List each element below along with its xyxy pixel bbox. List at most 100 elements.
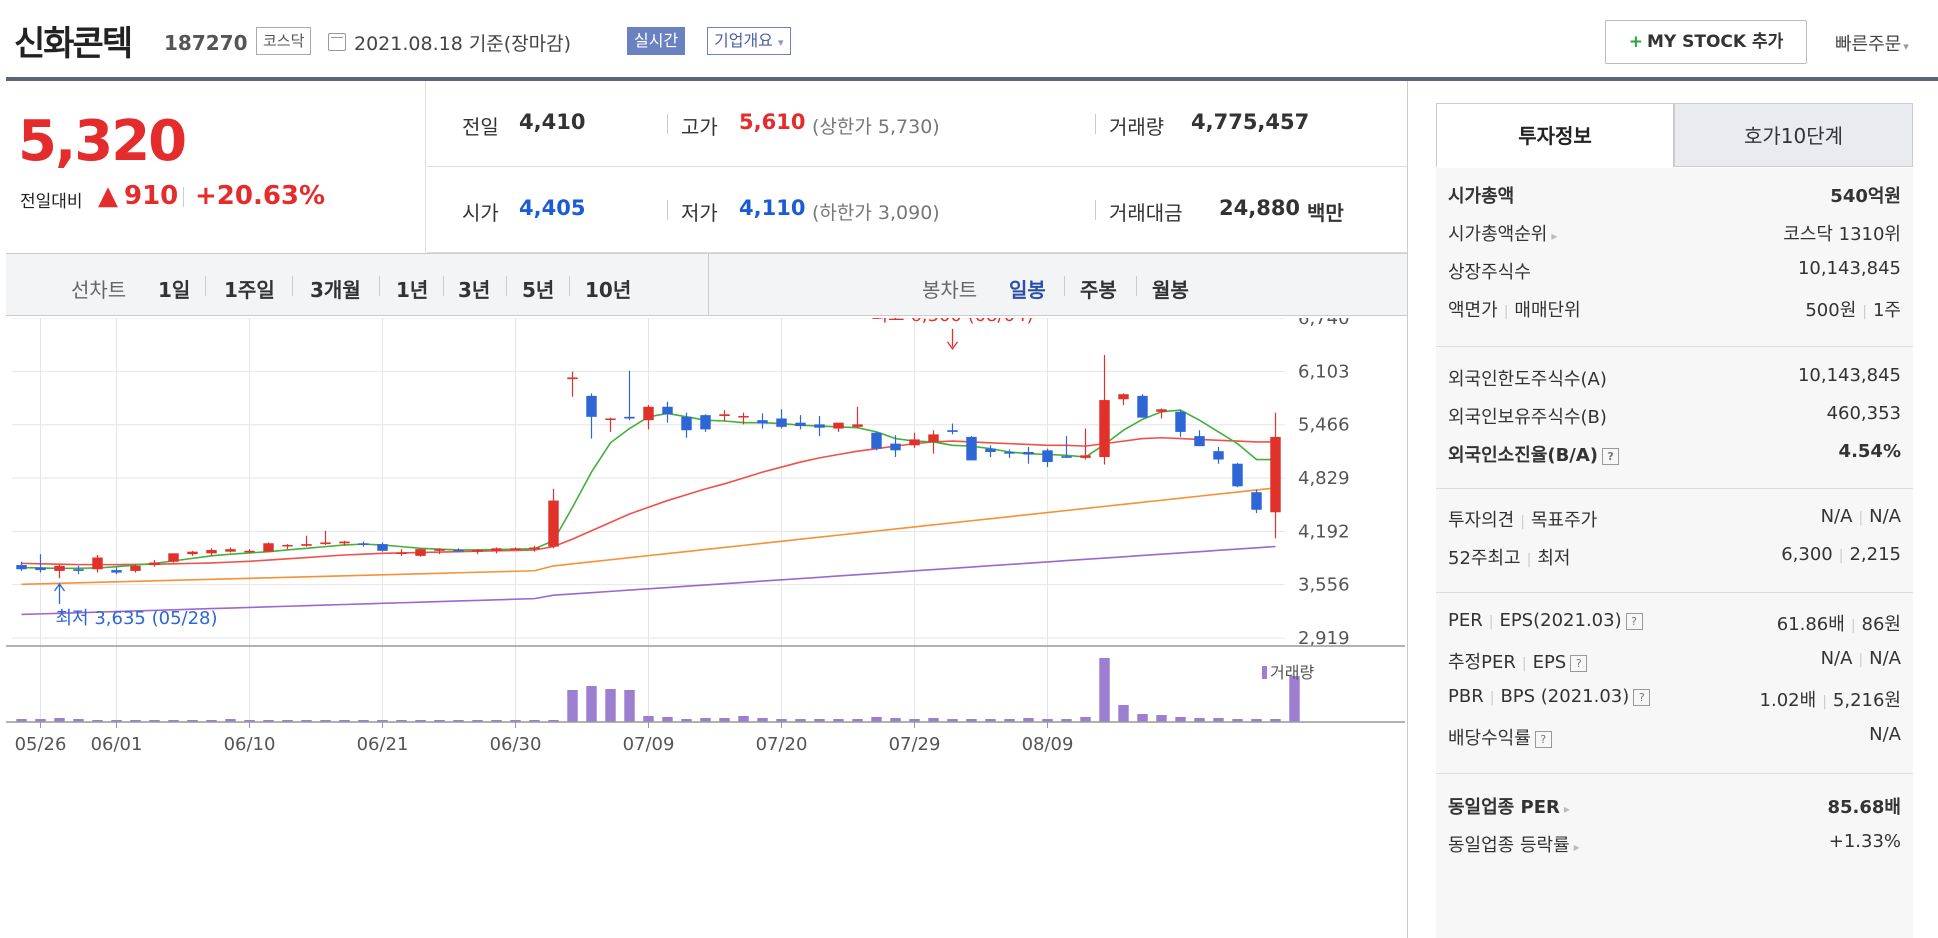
- divider: [292, 276, 293, 296]
- help-icon[interactable]: ?: [1625, 612, 1643, 630]
- header-divider: [6, 77, 1938, 81]
- help-icon[interactable]: ?: [1534, 730, 1552, 748]
- candle-body: [719, 414, 730, 416]
- est-per-label: 추정PER | EPS?: [1448, 648, 1588, 674]
- candle-body: [1194, 436, 1205, 447]
- period-1w[interactable]: 1주일: [224, 278, 275, 302]
- candle-body: [92, 557, 103, 570]
- chart-axes: 6,740 6,103 5,466 4,829 4,192 3,556 2,919 05/26…: [6, 318, 1405, 755]
- foreign-holding-label: 외국인보유주식수(B): [1448, 407, 1607, 428]
- volume-bars: [16, 658, 1300, 722]
- up-triangle-icon: ▲: [98, 181, 118, 211]
- candle-chart-label: 봉차트: [922, 278, 978, 302]
- volume-bar: [1232, 719, 1243, 722]
- trade-unit-num: 1주: [1872, 300, 1901, 321]
- volume-bar: [700, 718, 711, 722]
- candle-body: [1251, 492, 1262, 510]
- divider: |: [1521, 656, 1527, 672]
- divider: [1095, 200, 1096, 220]
- tab-hoga[interactable]: 호가10단계: [1674, 103, 1913, 167]
- help-icon[interactable]: ?: [1570, 654, 1588, 672]
- volume-bar: [662, 717, 673, 722]
- sector-per-value: 85.68배: [1827, 797, 1902, 818]
- candle-body: [130, 565, 141, 571]
- candle-body: [605, 418, 616, 420]
- volume-bar: [282, 720, 293, 722]
- period-5y[interactable]: 5년: [522, 278, 555, 302]
- divider: |: [1850, 618, 1856, 634]
- candle-daily[interactable]: 일봉: [1009, 278, 1046, 302]
- lower-limit: (하한가 3,090): [812, 202, 940, 224]
- face-value-num: 500원: [1805, 300, 1857, 321]
- row-market-cap: 시가총액 540억원: [1448, 182, 1901, 214]
- divider: |: [1862, 304, 1867, 320]
- price-box: 5,320 전일대비 ▲ 910 +20.63%: [6, 81, 426, 253]
- dividend-text: 배당수익률: [1448, 728, 1531, 749]
- candle-body: [1175, 411, 1186, 432]
- candles: [16, 354, 1281, 579]
- row-sector-change[interactable]: 동일업종 등락률 ▸ +1.33%: [1448, 831, 1901, 863]
- row-market-cap-rank[interactable]: 시가총액순위 ▸ 코스닥 1310위: [1448, 220, 1901, 252]
- volume-bar: [377, 720, 388, 722]
- candle-body: [1099, 400, 1110, 458]
- candle-body: [757, 420, 768, 424]
- volume-bar: [396, 720, 407, 722]
- volume-bar: [339, 720, 350, 722]
- face-value-label: 액면가 | 매매단위: [1448, 296, 1581, 322]
- min-arrow-head: [53, 582, 66, 592]
- volume-bar: [966, 719, 977, 722]
- candle-body: [738, 415, 749, 418]
- x-tick-label: 07/09: [623, 734, 675, 755]
- y-tick-label: 6,740: [1298, 318, 1350, 329]
- volume-bar: [434, 720, 445, 722]
- change-label: 전일대비: [20, 192, 83, 212]
- chevron-right-icon: ▸: [1573, 840, 1580, 854]
- tab-invest-info[interactable]: 투자정보: [1436, 103, 1674, 167]
- divider: [205, 276, 206, 296]
- period-1y[interactable]: 1년: [396, 278, 429, 302]
- 52w-high-num: 6,300: [1781, 544, 1833, 565]
- candle-weekly[interactable]: 주봉: [1080, 278, 1117, 302]
- x-tick-label: 07/29: [889, 734, 941, 755]
- high-value: 5,610: [739, 110, 806, 134]
- candle-body: [149, 562, 160, 566]
- bps-text: BPS (2021.03): [1500, 686, 1630, 707]
- candle-body: [1080, 455, 1091, 458]
- sector-per-label: 동일업종 PER ▸: [1448, 793, 1570, 819]
- eps-text: EPS(2021.03): [1499, 610, 1622, 631]
- volume-bar: [1156, 715, 1167, 722]
- add-mystock-button[interactable]: + MY STOCK 추가: [1605, 20, 1807, 64]
- x-tick-label: 06/10: [224, 734, 276, 755]
- chevron-down-icon: ▾: [1903, 40, 1909, 53]
- volume-bar: [491, 720, 502, 722]
- opinion-value: N/A | N/A: [1821, 506, 1901, 527]
- stock-header: 신화콘텍 187270 코스닥 2021.08.18 기준(장마감) 실시간 기…: [0, 0, 1938, 81]
- chevron-down-icon: ▾: [777, 36, 784, 49]
- volume-bar: [320, 720, 331, 722]
- realtime-button[interactable]: 실시간: [627, 27, 686, 55]
- row-face-value: 액면가 | 매매단위 500원 | 1주: [1448, 296, 1901, 328]
- row-listed-shares: 상장주식수 10,143,845: [1448, 258, 1901, 290]
- candle-monthly[interactable]: 월봉: [1152, 278, 1189, 302]
- volume-value: 4,775,457: [1191, 110, 1310, 134]
- candle-body: [301, 544, 312, 546]
- pbr-label: PBR | BPS (2021.03)?: [1448, 686, 1651, 707]
- company-info-button[interactable]: 기업개요 ▾: [707, 27, 791, 55]
- volume-bar: [909, 719, 920, 722]
- period-3m[interactable]: 3개월: [310, 278, 361, 302]
- help-icon[interactable]: ?: [1633, 688, 1651, 706]
- amount-label: 거래대금: [1109, 201, 1183, 225]
- pbr-text: PBR: [1448, 686, 1484, 707]
- divider: |: [1488, 614, 1494, 630]
- row-foreign-limit: 외국인한도주식수(A) 10,143,845: [1448, 365, 1901, 397]
- volume-bar: [415, 720, 426, 722]
- period-1d[interactable]: 1일: [158, 278, 191, 302]
- amount-unit: 백만: [1307, 201, 1344, 225]
- period-10y[interactable]: 10년: [585, 278, 632, 302]
- period-3y[interactable]: 3년: [458, 278, 491, 302]
- quick-order-button[interactable]: 빠른주문 ▾: [1835, 30, 1909, 56]
- market-badge: 코스닥: [256, 27, 312, 55]
- candle-body: [1004, 451, 1015, 454]
- help-icon[interactable]: ?: [1602, 447, 1620, 465]
- row-sector-per[interactable]: 동일업종 PER ▸ 85.68배: [1448, 793, 1901, 825]
